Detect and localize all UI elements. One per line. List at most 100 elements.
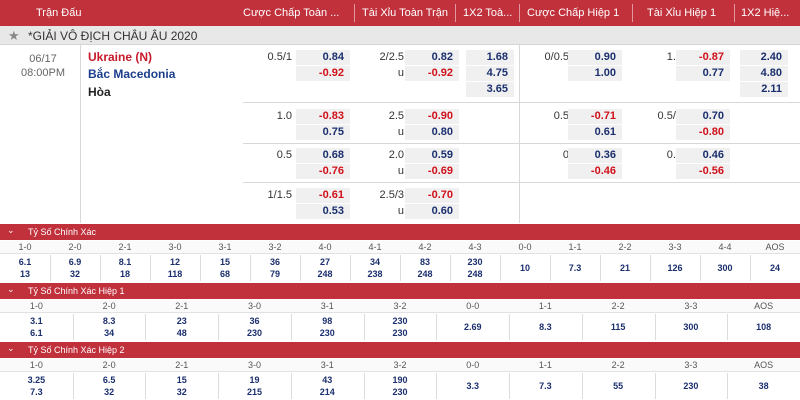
score-odd[interactable]: 115 bbox=[610, 322, 626, 332]
col-1x2-h1[interactable]: 1X2 Hiệ... bbox=[741, 7, 790, 19]
score-odd[interactable]: 23 bbox=[176, 316, 187, 326]
x12-h1-odd[interactable]: 2.11 bbox=[740, 82, 788, 97]
ou-over-odd[interactable]: -0.90 bbox=[405, 109, 459, 124]
hdp-h1-away-odd[interactable]: 1.00 bbox=[568, 66, 622, 81]
score-odd[interactable]: 34 bbox=[369, 257, 380, 267]
correct-score-h2-section-header[interactable]: ⌄ Tỷ Số Chính Xác Hiệp 2 bbox=[0, 342, 800, 358]
score-odd[interactable]: 83 bbox=[419, 257, 430, 267]
score-odd[interactable]: 6.1 bbox=[18, 257, 32, 267]
score-odd-alt[interactable]: 248 bbox=[417, 269, 433, 279]
score-odd-alt[interactable]: 230 bbox=[247, 328, 263, 338]
score-odd-alt[interactable]: 215 bbox=[247, 387, 263, 397]
score-odd[interactable]: 12 bbox=[169, 257, 180, 267]
correct-score-h1-section-header[interactable]: ⌄ Tỷ Số Chính Xác Hiệp 1 bbox=[0, 283, 800, 299]
x12-odd[interactable]: 3.65 bbox=[466, 82, 514, 97]
hdp-away-odd[interactable]: -0.76 bbox=[296, 164, 350, 179]
hdp-home-odd[interactable]: -0.83 bbox=[296, 109, 350, 124]
score-odd[interactable]: 15 bbox=[176, 375, 187, 385]
score-odd[interactable]: 230 bbox=[683, 381, 699, 391]
score-odd[interactable]: 55 bbox=[613, 381, 624, 391]
score-odd[interactable]: 98 bbox=[322, 316, 333, 326]
score-odd-alt[interactable]: 34 bbox=[104, 328, 115, 338]
league-row[interactable]: ★ *GIẢI VÔ ĐỊCH CHÂU ÂU 2020 bbox=[0, 26, 800, 45]
score-odd[interactable]: 3.25 bbox=[27, 375, 46, 385]
score-odd-alt[interactable]: 238 bbox=[367, 269, 383, 279]
score-odd[interactable]: 108 bbox=[756, 322, 772, 332]
score-odd[interactable]: 8.1 bbox=[118, 257, 132, 267]
score-odd-alt[interactable]: 18 bbox=[119, 269, 130, 279]
score-odd[interactable]: 7.3 bbox=[568, 263, 582, 273]
score-odd[interactable]: 6.9 bbox=[68, 257, 82, 267]
hdp-home-odd[interactable]: 0.68 bbox=[296, 148, 350, 163]
score-odd-alt[interactable]: 68 bbox=[219, 269, 230, 279]
ou-h1-under-odd[interactable]: -0.80 bbox=[676, 125, 730, 140]
ou-over-odd[interactable]: -0.70 bbox=[405, 188, 459, 203]
ou-under-odd[interactable]: -0.69 bbox=[405, 164, 459, 179]
score-odd[interactable]: 230 bbox=[467, 257, 483, 267]
col-1x2-ft[interactable]: 1X2 Toà... bbox=[463, 7, 513, 19]
score-odd-alt[interactable]: 214 bbox=[319, 387, 335, 397]
hdp-away-odd[interactable]: 0.75 bbox=[296, 125, 350, 140]
score-odd-alt[interactable]: 248 bbox=[467, 269, 483, 279]
chevron-down-icon[interactable]: ⌄ bbox=[7, 284, 15, 294]
score-odd[interactable]: 10 bbox=[519, 263, 530, 273]
hdp-h1-home-odd[interactable]: 0.36 bbox=[568, 148, 622, 163]
col-hdp-h1[interactable]: Cược Chấp Hiệp 1 bbox=[527, 7, 620, 19]
correct-score-section-header[interactable]: ⌄ Tỷ Số Chính Xác bbox=[0, 224, 800, 240]
score-odd[interactable]: 6.5 bbox=[102, 375, 116, 385]
score-odd[interactable]: 38 bbox=[758, 381, 769, 391]
score-odd[interactable]: 24 bbox=[769, 263, 780, 273]
score-odd[interactable]: 300 bbox=[683, 322, 699, 332]
score-odd-alt[interactable]: 118 bbox=[167, 269, 183, 279]
score-odd-alt[interactable]: 32 bbox=[176, 387, 187, 397]
score-odd[interactable]: 230 bbox=[392, 316, 408, 326]
col-ou-ft[interactable]: Tài Xỉu Toàn Trận bbox=[362, 7, 449, 19]
score-odd-alt[interactable]: 6.1 bbox=[30, 328, 43, 338]
score-odd[interactable]: 8.3 bbox=[102, 316, 116, 326]
x12-h1-odd[interactable]: 4.80 bbox=[740, 66, 788, 81]
hdp-h1-home-odd[interactable]: -0.71 bbox=[568, 109, 622, 124]
x12-odd[interactable]: 4.75 bbox=[466, 66, 514, 81]
score-odd-alt[interactable]: 32 bbox=[104, 387, 115, 397]
score-odd[interactable]: 300 bbox=[717, 263, 733, 273]
chevron-down-icon[interactable]: ⌄ bbox=[7, 225, 15, 235]
hdp-h1-away-odd[interactable]: -0.46 bbox=[568, 164, 622, 179]
ou-under-odd[interactable]: 0.80 bbox=[405, 125, 459, 140]
score-odd-alt[interactable]: 7.3 bbox=[30, 387, 43, 397]
hdp-home-odd[interactable]: 0.84 bbox=[296, 50, 350, 65]
score-odd-alt[interactable]: 13 bbox=[19, 269, 30, 279]
score-odd[interactable]: 3.1 bbox=[30, 316, 43, 326]
score-odd-alt[interactable]: 230 bbox=[392, 328, 408, 338]
score-odd[interactable]: 126 bbox=[667, 263, 683, 273]
score-odd[interactable]: 36 bbox=[269, 257, 280, 267]
ou-h1-over-odd[interactable]: 0.46 bbox=[676, 148, 730, 163]
score-odd[interactable]: 43 bbox=[322, 375, 333, 385]
col-ou-h1[interactable]: Tài Xỉu Hiệp 1 bbox=[647, 7, 717, 19]
score-odd-alt[interactable]: 230 bbox=[319, 328, 335, 338]
ou-h1-under-odd[interactable]: -0.56 bbox=[676, 164, 730, 179]
score-odd-alt[interactable]: 32 bbox=[69, 269, 80, 279]
score-odd[interactable]: 15 bbox=[219, 257, 230, 267]
ou-h1-over-odd[interactable]: -0.87 bbox=[676, 50, 730, 65]
star-icon[interactable]: ★ bbox=[8, 28, 20, 43]
score-odd[interactable]: 2.69 bbox=[463, 322, 482, 332]
score-odd[interactable]: 19 bbox=[249, 375, 260, 385]
hdp-h1-away-odd[interactable]: 0.61 bbox=[568, 125, 622, 140]
x12-h1-odd[interactable]: 2.40 bbox=[740, 50, 788, 65]
hdp-h1-home-odd[interactable]: 0.90 bbox=[568, 50, 622, 65]
score-odd[interactable]: 27 bbox=[319, 257, 330, 267]
ou-over-odd[interactable]: 0.59 bbox=[405, 148, 459, 163]
score-odd[interactable]: 21 bbox=[619, 263, 630, 273]
ou-h1-under-odd[interactable]: 0.77 bbox=[676, 66, 730, 81]
score-odd[interactable]: 3.3 bbox=[466, 381, 479, 391]
ou-over-odd[interactable]: 0.82 bbox=[405, 50, 459, 65]
score-odd-alt[interactable]: 79 bbox=[269, 269, 280, 279]
x12-odd[interactable]: 1.68 bbox=[466, 50, 514, 65]
ou-h1-over-odd[interactable]: 0.70 bbox=[676, 109, 730, 124]
score-odd[interactable]: 8.3 bbox=[539, 322, 552, 332]
score-odd[interactable]: 190 bbox=[392, 375, 408, 385]
hdp-away-odd[interactable]: -0.92 bbox=[296, 66, 350, 81]
score-odd-alt[interactable]: 248 bbox=[317, 269, 333, 279]
chevron-down-icon[interactable]: ⌄ bbox=[7, 343, 15, 353]
score-odd[interactable]: 36 bbox=[249, 316, 260, 326]
